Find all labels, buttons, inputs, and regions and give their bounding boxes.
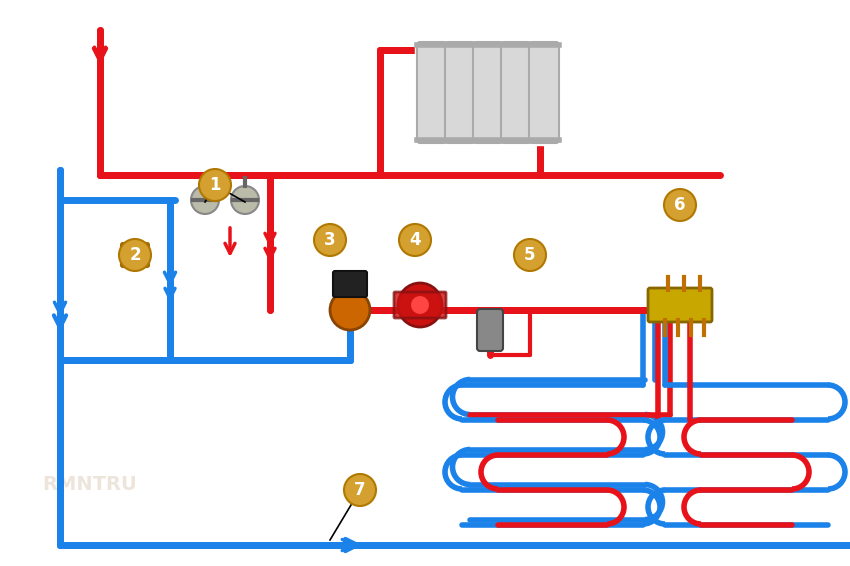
Circle shape (410, 295, 430, 315)
FancyBboxPatch shape (445, 42, 475, 143)
FancyBboxPatch shape (418, 43, 444, 137)
Text: RMNTRU: RMNTRU (42, 475, 138, 494)
FancyBboxPatch shape (518, 43, 544, 137)
Circle shape (399, 224, 431, 256)
Text: 1: 1 (209, 176, 221, 194)
FancyBboxPatch shape (443, 43, 469, 137)
FancyBboxPatch shape (501, 42, 531, 143)
Circle shape (514, 239, 546, 271)
FancyBboxPatch shape (121, 243, 149, 267)
FancyBboxPatch shape (477, 309, 503, 351)
Bar (450, 345, 850, 545)
FancyBboxPatch shape (493, 43, 519, 137)
FancyBboxPatch shape (333, 271, 367, 297)
FancyBboxPatch shape (529, 42, 559, 143)
FancyBboxPatch shape (417, 42, 447, 143)
Text: 4: 4 (409, 231, 421, 249)
Text: 5: 5 (524, 246, 536, 264)
FancyBboxPatch shape (648, 288, 712, 322)
FancyBboxPatch shape (394, 292, 446, 318)
Bar (415, 30, 560, 145)
Text: 3: 3 (324, 231, 336, 249)
Text: 7: 7 (354, 481, 366, 499)
Text: 2: 2 (129, 246, 141, 264)
Circle shape (330, 290, 370, 330)
Circle shape (119, 239, 151, 271)
FancyBboxPatch shape (468, 43, 494, 137)
Circle shape (199, 169, 231, 201)
Circle shape (191, 186, 219, 214)
Circle shape (314, 224, 346, 256)
FancyBboxPatch shape (473, 42, 503, 143)
Circle shape (398, 283, 442, 327)
Circle shape (344, 474, 376, 506)
Circle shape (231, 186, 259, 214)
Text: 6: 6 (674, 196, 686, 214)
Circle shape (664, 189, 696, 221)
